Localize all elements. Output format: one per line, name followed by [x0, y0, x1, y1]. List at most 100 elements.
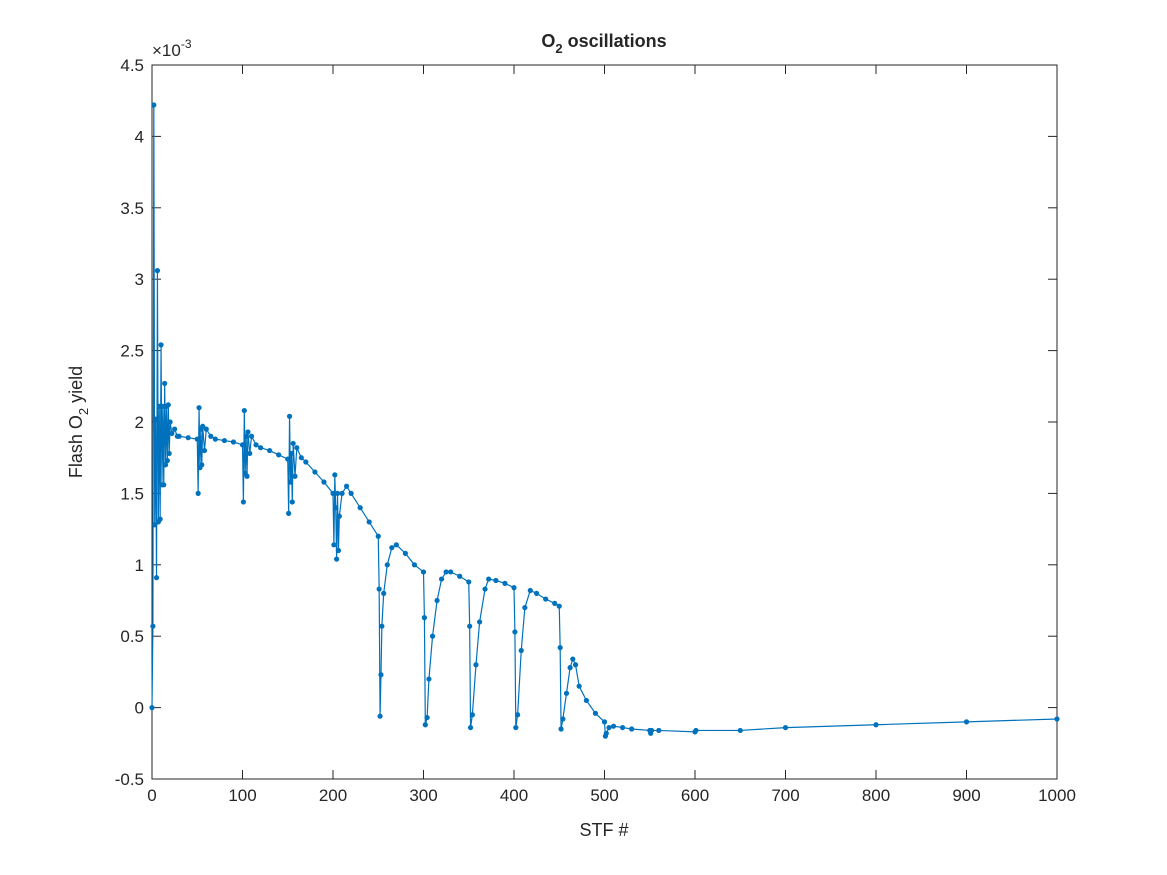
data-point [518, 647, 524, 654]
data-point [648, 727, 655, 734]
data-point [285, 456, 291, 462]
y-tick-label: 4 [135, 127, 144, 146]
data-point [557, 645, 563, 651]
data-point [169, 430, 175, 437]
data-point [424, 714, 430, 721]
data-point [429, 633, 436, 639]
title-part: 2 [555, 41, 562, 56]
data-point [486, 576, 492, 582]
data-point [176, 433, 182, 439]
data-point [873, 722, 879, 728]
data-point [244, 473, 250, 479]
data-point [357, 505, 363, 511]
data-point [375, 533, 381, 539]
y-axis-label: Flash O2 yield [66, 366, 91, 478]
data-point [376, 586, 382, 592]
data-point [203, 426, 209, 432]
x-tick-label: 400 [500, 786, 528, 805]
chart-title: O2 oscillations [541, 31, 666, 56]
data-point [290, 440, 296, 447]
x-tick-label: 500 [590, 786, 618, 805]
data-point [467, 623, 473, 629]
data-point [560, 716, 566, 722]
data-point [379, 623, 385, 629]
data-point [477, 619, 483, 625]
data-point [570, 656, 576, 662]
data-point [289, 499, 295, 505]
data-point [576, 683, 582, 689]
x-tick-label: 200 [319, 786, 347, 805]
data-point [241, 407, 247, 414]
data-point [457, 573, 463, 579]
x-tick-label: 700 [771, 786, 799, 805]
data-point [276, 452, 282, 458]
data-point [185, 435, 191, 441]
data-point [240, 499, 247, 505]
data-point [610, 723, 617, 729]
data-point [543, 596, 549, 602]
data-point [620, 724, 626, 731]
data-point [248, 433, 255, 439]
data-point [151, 102, 157, 108]
exponent-part: ×10 [152, 41, 181, 60]
data-point [334, 556, 340, 562]
data-point [439, 576, 445, 582]
data-point [153, 575, 160, 581]
data-point [312, 469, 318, 475]
data-point [158, 342, 164, 348]
y-tick-label: 3 [135, 270, 144, 289]
data-point [389, 545, 395, 551]
data-point [149, 705, 155, 711]
data-point [286, 510, 292, 516]
data-point [411, 562, 418, 568]
data-point [157, 516, 163, 522]
data-point [693, 727, 699, 734]
y-tick-label: 1 [135, 556, 144, 575]
data-point [583, 697, 590, 704]
data-point [572, 662, 579, 668]
data-point [239, 442, 246, 448]
data-point [606, 724, 612, 731]
data-point [656, 727, 662, 734]
y-label-part: yield [66, 366, 86, 408]
data-point [208, 433, 214, 439]
data-point [336, 513, 342, 519]
data-point [287, 479, 294, 485]
y-tick-label: 1.5 [120, 484, 144, 503]
data-point [343, 483, 350, 489]
data-point [267, 447, 273, 454]
data-point [522, 605, 528, 611]
data-point [552, 600, 558, 606]
data-point [150, 623, 156, 629]
data-point [153, 416, 159, 422]
x-tick-label: 800 [862, 786, 890, 805]
data-point [512, 629, 518, 635]
data-point [515, 712, 521, 718]
y-tick-label: 0 [135, 699, 144, 718]
data-point [245, 429, 251, 435]
data-point [172, 426, 178, 432]
y-tick-label: -0.5 [115, 770, 144, 789]
data-point [366, 519, 372, 525]
x-tick-label: 300 [409, 786, 437, 805]
data-point [194, 436, 200, 442]
data-point [330, 490, 336, 496]
data-point [294, 445, 300, 451]
data-point [466, 579, 472, 585]
data-point [443, 569, 449, 575]
data-point [195, 490, 201, 496]
data-point [247, 450, 253, 457]
data-point [402, 550, 408, 556]
data-point [782, 724, 789, 731]
data-point [629, 726, 635, 732]
data-point [334, 490, 341, 496]
data-point [467, 724, 474, 731]
data-point [167, 419, 173, 425]
data-point [160, 403, 166, 409]
data-point [502, 580, 508, 586]
data-point [493, 577, 499, 584]
data-point [556, 603, 562, 609]
data-point [420, 569, 427, 575]
